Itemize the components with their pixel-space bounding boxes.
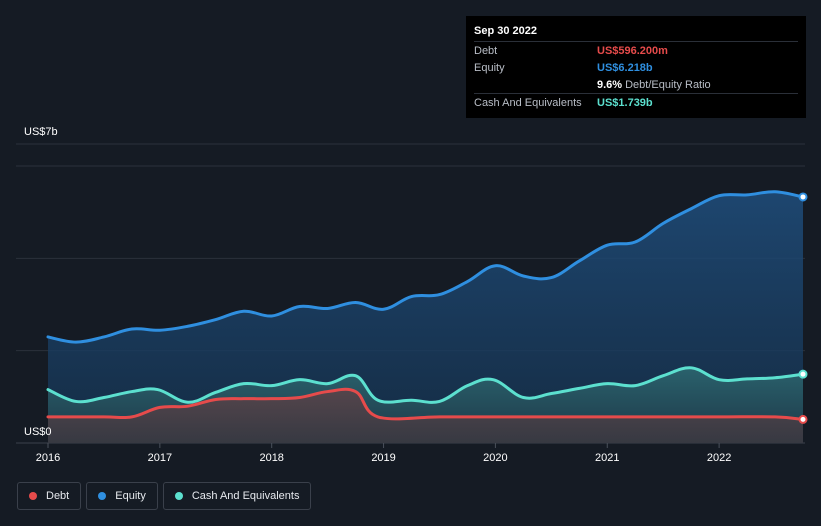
tooltip-ratio-label: Debt/Equity Ratio xyxy=(625,78,711,91)
cash-dot-icon xyxy=(174,492,183,500)
equity-area xyxy=(48,191,803,443)
cash-line xyxy=(46,366,805,404)
equity-dot-icon xyxy=(98,492,107,500)
tooltip-debt-row: Debt US$596.200m xyxy=(474,41,798,59)
x-tick-label: 2021 xyxy=(595,452,619,464)
debt-area xyxy=(48,389,803,443)
y-axis-min-label: US$0 xyxy=(24,426,52,438)
x-tick-label: 2020 xyxy=(483,452,507,464)
x-tick-label: 2022 xyxy=(707,452,731,464)
tooltip-equity-label: Equity xyxy=(474,61,505,74)
x-tick-label: 2016 xyxy=(36,452,60,464)
x-tick-label: 2019 xyxy=(371,452,395,464)
tooltip-cash-row: Cash And Equivalents US$1.739b xyxy=(474,93,798,111)
data-tooltip: Sep 30 2022 Debt US$596.200m Equity US$6… xyxy=(466,16,806,118)
tooltip-cash-value: US$1.739b xyxy=(597,96,653,109)
tooltip-debt-value: US$596.200m xyxy=(597,44,668,57)
x-axis-ticks: 2016 2017 2018 2019 2020 2021 2022 xyxy=(36,443,731,464)
series-lines xyxy=(46,190,805,421)
debt-end-dot xyxy=(798,414,808,424)
legend-item-debt[interactable]: Debt xyxy=(17,482,82,510)
tooltip-ratio-value: 9.6% xyxy=(597,78,623,91)
cash-end-dot xyxy=(798,369,808,379)
legend-item-cash[interactable]: Cash And Equivalents xyxy=(162,482,312,510)
legend-label-debt: Debt xyxy=(46,490,70,502)
tooltip-date: Sep 30 2022 xyxy=(474,25,537,37)
chart-legend: Debt Equity Cash And Equivalents xyxy=(17,482,312,510)
tooltip-ratio-row: 9.6% Debt/Equity Ratio xyxy=(474,76,798,93)
y-axis-max-label: US$7b xyxy=(24,126,58,138)
debt-dot-icon xyxy=(29,492,37,500)
series-end-dots xyxy=(798,192,808,424)
tooltip-debt-label: Debt xyxy=(474,44,498,57)
tooltip-equity-value: US$6.218b xyxy=(597,61,653,74)
x-tick-label: 2018 xyxy=(259,452,283,464)
equity-line xyxy=(46,190,805,344)
legend-label-equity: Equity xyxy=(115,490,146,502)
legend-label-cash: Cash And Equivalents xyxy=(191,490,300,502)
equity-end-dot xyxy=(798,192,808,202)
series-areas xyxy=(48,191,803,443)
legend-item-equity[interactable]: Equity xyxy=(86,482,158,510)
x-tick-label: 2017 xyxy=(148,452,172,464)
tooltip-equity-row: Equity US$6.218b xyxy=(474,59,798,76)
debt-line xyxy=(46,387,805,421)
tooltip-cash-label: Cash And Equivalents xyxy=(474,96,582,109)
